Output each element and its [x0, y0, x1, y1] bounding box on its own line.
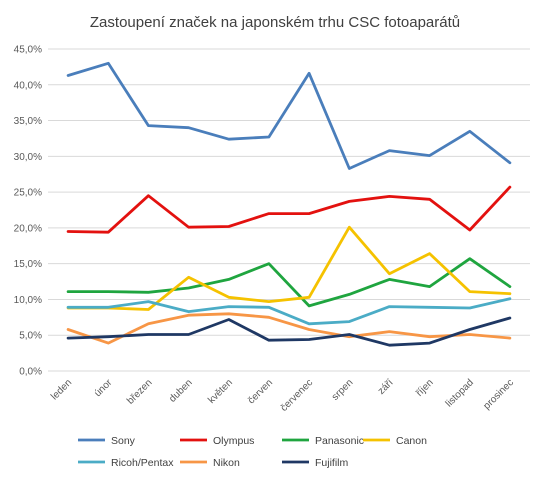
y-axis-ticks: 0,0% 5,0% 10,0% 15,0% 20,0% 25,0% 30,0% 35,0% 40… [14, 45, 42, 378]
legend-label: Fujifilm [315, 457, 349, 469]
series-line-nikon [66, 312, 512, 345]
legend-label: Panasonic [315, 435, 364, 447]
y-tick-label: 40,0% [14, 80, 42, 91]
series-line-olympus [66, 185, 512, 234]
series-line-panasonic [66, 257, 512, 308]
x-tick-label: květen [206, 377, 235, 406]
y-tick-label: 30,0% [14, 152, 42, 163]
legend-label: Olympus [213, 435, 254, 447]
x-tick-label: září [376, 377, 396, 397]
x-tick-label: říjen [414, 377, 436, 399]
chart-title: Zastoupení značek na japonském trhu CSC … [90, 14, 460, 31]
y-tick-label: 25,0% [14, 188, 42, 199]
legend: Sony Olympus Panasonic Canon Ricoh/Pentax Nik… [78, 435, 427, 469]
series-line-fujifilm [66, 316, 512, 347]
series-line-ricoh-pentax [66, 297, 512, 326]
x-tick-label: listopad [444, 377, 476, 409]
x-tick-label: únor [92, 377, 114, 399]
x-tick-label: duben [167, 377, 194, 404]
y-tick-label: 45,0% [14, 45, 42, 56]
series-line-sony [66, 61, 512, 170]
legend-label: Sony [111, 435, 136, 447]
x-tick-label: březen [125, 377, 154, 406]
y-tick-label: 0,0% [19, 367, 42, 378]
y-tick-label: 15,0% [14, 259, 42, 270]
series-lines [66, 61, 512, 347]
legend-label: Canon [396, 435, 427, 447]
x-tick-label: červen [246, 377, 275, 406]
series-line-canon [66, 225, 512, 311]
y-tick-label: 10,0% [14, 295, 42, 306]
y-tick-label: 20,0% [14, 223, 42, 234]
x-tick-label: srpen [330, 377, 355, 402]
x-axis-ticks: leden únor březen duben květen červen červenec… [49, 377, 516, 414]
x-tick-label: prosinec [482, 377, 517, 412]
y-tick-label: 5,0% [19, 331, 42, 342]
x-tick-label: leden [49, 377, 74, 402]
x-tick-label: červenec [279, 377, 315, 413]
y-tick-label: 35,0% [14, 116, 42, 127]
legend-label: Nikon [213, 457, 240, 469]
legend-label: Ricoh/Pentax [111, 457, 174, 469]
